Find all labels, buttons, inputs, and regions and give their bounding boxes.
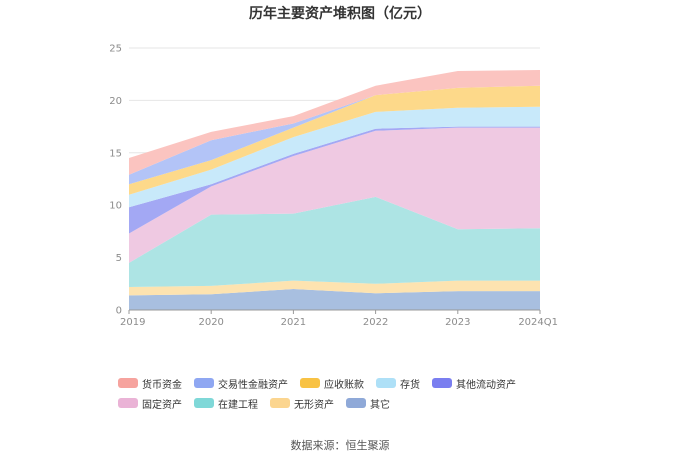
legend: 货币资金 交易性金融资产 应收账款 存货 其他流动资产固定资产 在建工程 无形资产 其它 [118, 376, 588, 411]
legend-swatch-4 [432, 378, 452, 388]
x-tick-label-0: 2019 [120, 317, 145, 328]
legend-label-5: 固定资产 [142, 399, 182, 411]
legend-swatch-1 [194, 378, 214, 388]
legend-label-8: 其它 [370, 399, 390, 411]
area-series-2[interactable] [129, 196, 540, 287]
x-tick-label-4: 2023 [445, 317, 470, 328]
legend-item-3[interactable]: 存货 [376, 376, 420, 391]
legend-item-1[interactable]: 交易性金融资产 [194, 376, 288, 391]
legend-swatch-8 [346, 398, 366, 408]
legend-item-6[interactable]: 在建工程 [194, 396, 258, 411]
legend-item-8[interactable]: 其它 [346, 396, 390, 411]
area-series-8[interactable] [129, 70, 540, 175]
legend-item-4[interactable]: 其他流动资产 [432, 376, 516, 391]
y-tick-label-0: 0 [116, 306, 122, 317]
legend-swatch-3 [376, 378, 396, 388]
y-tick-label-3: 15 [109, 148, 122, 159]
area-series-0[interactable] [129, 289, 540, 310]
y-tick-label-4: 20 [109, 96, 122, 107]
legend-label-0: 货币资金 [142, 379, 182, 391]
x-tick-label-3: 2022 [363, 317, 388, 328]
legend-item-7[interactable]: 无形资产 [270, 396, 334, 411]
x-tick-label-5: 2024Q1 [518, 317, 558, 328]
area-series-3[interactable] [129, 127, 540, 263]
legend-label-6: 在建工程 [218, 399, 258, 411]
legend-swatch-2 [300, 378, 320, 388]
legend-item-2[interactable]: 应收账款 [300, 376, 364, 391]
area-series-5[interactable] [129, 106, 540, 208]
legend-swatch-6 [194, 398, 214, 408]
axes: 0 5 10 15 20 25 2019 2020 2021 2022 2023 2024Q1 [109, 44, 558, 329]
legend-swatch-0 [118, 378, 138, 388]
x-tick-label-2: 2021 [281, 317, 306, 328]
legend-label-2: 应收账款 [324, 379, 364, 391]
y-tick-label-2: 10 [109, 201, 122, 212]
legend-label-7: 无形资产 [294, 399, 334, 411]
legend-swatch-7 [270, 398, 290, 408]
area-series-1[interactable] [129, 280, 540, 296]
legend-label-3: 存货 [400, 379, 420, 391]
y-tick-label-1: 5 [116, 253, 122, 264]
legend-label-4: 其他流动资产 [456, 379, 516, 391]
legend-label-1: 交易性金融资产 [218, 379, 288, 391]
x-tick-label-1: 2020 [198, 317, 223, 328]
data-source: 数据来源：恒生聚源 [290, 439, 390, 452]
legend-item-5[interactable]: 固定资产 [118, 396, 182, 411]
legend-item-0[interactable]: 货币资金 [118, 376, 182, 391]
chart-title: 历年主要资产堆积图（亿元） [249, 6, 431, 22]
area-series-6[interactable] [129, 85, 540, 195]
y-tick-label-5: 25 [109, 44, 122, 55]
legend-swatch-5 [118, 398, 138, 408]
area-series-group [129, 70, 540, 310]
